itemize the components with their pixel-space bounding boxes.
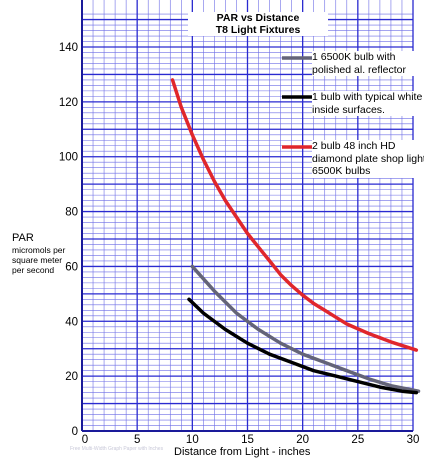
chart-title: PAR vs Distance: [188, 12, 328, 24]
x-tick-label: 25: [351, 434, 364, 446]
y-axis-label-main: PAR: [12, 232, 34, 244]
x-tick-label: 20: [296, 434, 309, 446]
x-tick-label: 0: [82, 434, 88, 446]
chart-title-block: PAR vs Distance T8 Light Fixtures: [188, 12, 328, 36]
y-tick-label: 40: [65, 316, 78, 328]
x-tick-label: 15: [241, 434, 254, 446]
y-tick-label: 0: [72, 426, 78, 438]
x-tick-label: 10: [186, 434, 199, 446]
legend-lines: [282, 56, 316, 149]
legend-label-white: 1 bulb with typical white inside surface…: [312, 91, 424, 116]
legend-label-shoplight: 2 bulb 48 inch HD diamond plate shop lig…: [312, 140, 424, 178]
legend-label-reflector: 1 6500K bulb with polished al. reflector: [312, 51, 424, 76]
y-axis-label: PAR micromols per square meter per secon…: [12, 232, 70, 275]
series-line-reflector: [190, 264, 421, 393]
x-axis-label: Distance from Light - inches: [172, 446, 313, 458]
series-line-shoplight: [170, 78, 419, 352]
y-tick-label: 60: [65, 261, 78, 273]
y-tick-label: 20: [65, 371, 78, 383]
y-tick-label: 80: [65, 207, 78, 219]
y-tick-label: 100: [59, 152, 78, 164]
x-tick-label: 5: [134, 434, 140, 446]
series-layer: [170, 78, 421, 395]
tick-labels: 0 20 40 60 80 100 120 140 0 5 10 15 20 25 30: [59, 42, 420, 446]
y-axis-label-units: micromols per square meter per second: [12, 245, 66, 275]
y-tick-label: 140: [59, 42, 78, 54]
x-tick-label: 30: [407, 434, 420, 446]
series-line-white: [187, 297, 419, 395]
y-tick-label: 120: [59, 97, 78, 109]
watermark: Free Multi-Width Graph Paper with Inches: [70, 446, 164, 452]
chart-subtitle: T8 Light Fixtures: [188, 24, 328, 36]
axes: [81, 0, 413, 432]
